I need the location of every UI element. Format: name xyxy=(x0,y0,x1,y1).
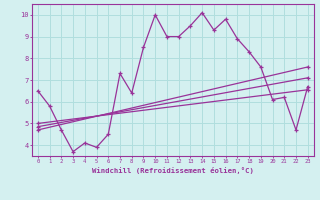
X-axis label: Windchill (Refroidissement éolien,°C): Windchill (Refroidissement éolien,°C) xyxy=(92,167,254,174)
